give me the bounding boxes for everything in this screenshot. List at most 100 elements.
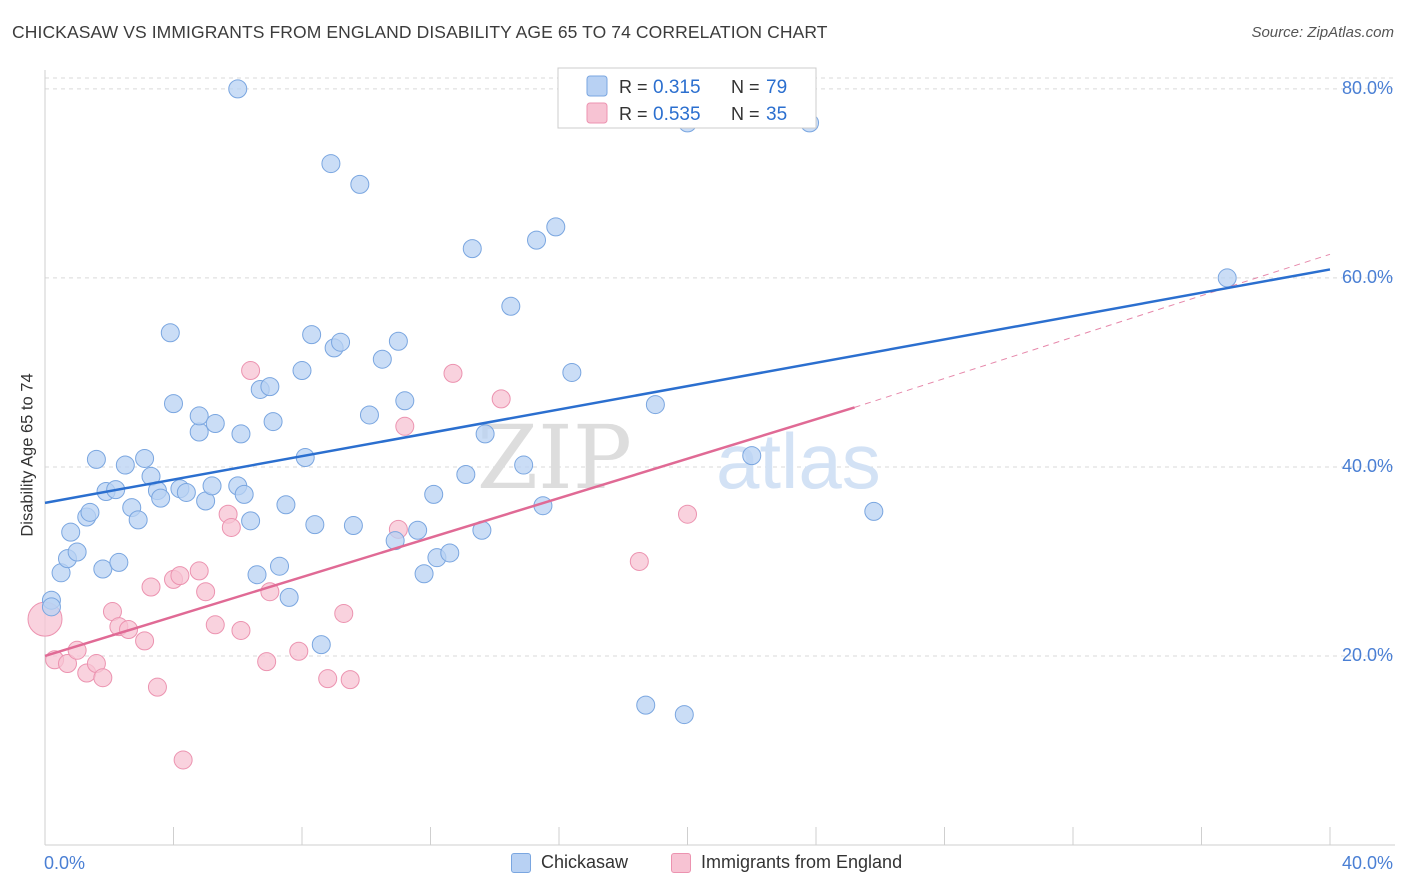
bottom-legend-label-chickasaw: Chickasaw: [541, 852, 629, 872]
data-point-england: [173, 750, 193, 770]
legend-n-value-1: 79: [766, 77, 787, 98]
data-point-chickasaw: [302, 325, 322, 345]
data-point-england: [318, 669, 338, 689]
bottom-legend-swatch-england: [671, 852, 691, 873]
bottom-legend: Chickasaw Immigrants from England: [0, 852, 1406, 878]
data-point-chickasaw: [67, 542, 87, 562]
data-point-england: [189, 561, 209, 581]
y-tick-label: 40.0%: [1342, 456, 1393, 476]
data-point-chickasaw: [514, 455, 534, 475]
data-point-england: [491, 389, 511, 409]
axes: [44, 70, 1395, 846]
legend-r-value-2: 0.535: [653, 104, 701, 125]
data-point-chickasaw: [93, 559, 113, 579]
data-point-chickasaw: [151, 488, 171, 508]
data-point-chickasaw: [456, 465, 476, 485]
data-point-chickasaw: [305, 515, 325, 535]
data-point-chickasaw: [350, 174, 370, 194]
data-point-chickasaw: [86, 449, 106, 469]
chart-title: CHICKASAW VS IMMIGRANTS FROM ENGLAND DIS…: [12, 22, 828, 42]
data-point-chickasaw: [276, 495, 296, 515]
data-point-chickasaw: [115, 455, 135, 475]
data-point-chickasaw: [160, 323, 180, 343]
data-point-chickasaw: [321, 154, 341, 174]
points-chickasaw: [41, 79, 1237, 725]
data-point-chickasaw: [247, 565, 267, 585]
trend-line-chickasaw: [44, 268, 1331, 505]
data-point-chickasaw: [292, 361, 312, 381]
data-point-chickasaw: [231, 424, 251, 444]
x-tick-label: 0.0%: [44, 853, 85, 873]
data-point-chickasaw: [176, 482, 196, 502]
trend-lines: [44, 253, 1331, 658]
legend-swatch-chickasaw: [586, 75, 608, 97]
x-tick-label: 40.0%: [1342, 853, 1393, 873]
data-point-chickasaw: [546, 217, 566, 237]
data-point-chickasaw: [527, 230, 547, 250]
legend-swatch-england: [586, 102, 608, 124]
watermark: ZIP atlas: [477, 406, 881, 509]
data-point-england: [241, 361, 261, 381]
data-point-chickasaw: [408, 520, 428, 540]
data-point-chickasaw: [128, 510, 148, 530]
bottom-legend-chickasaw: Chickasaw: [511, 852, 628, 873]
data-point-england: [334, 603, 354, 623]
data-point-chickasaw: [395, 391, 415, 411]
data-point-chickasaw: [864, 501, 884, 521]
data-point-chickasaw: [311, 635, 331, 655]
data-point-chickasaw: [742, 446, 762, 466]
tick-labels: 20.0% 40.0% 60.0% 80.0% 0.0% 40.0%: [44, 78, 1393, 873]
data-point-chickasaw: [135, 448, 155, 468]
y-tick-label: 80.0%: [1342, 78, 1393, 98]
y-tick-label: 20.0%: [1342, 645, 1393, 665]
data-point-chickasaw: [263, 412, 283, 432]
data-point-chickasaw: [414, 564, 434, 584]
data-point-chickasaw: [279, 587, 299, 607]
data-point-chickasaw: [1217, 268, 1237, 288]
data-point-england: [170, 566, 190, 586]
data-point-england: [231, 620, 251, 640]
legend-n-label-2: N =: [731, 104, 760, 124]
bottom-legend-label-england: Immigrants from England: [701, 852, 903, 872]
data-point-england: [205, 615, 225, 635]
data-point-england: [289, 641, 309, 661]
watermark-atlas: atlas: [716, 417, 881, 505]
points-immigrants-from-england: [27, 361, 697, 770]
data-point-chickasaw: [359, 405, 379, 425]
data-point-chickasaw: [645, 395, 665, 415]
data-point-chickasaw: [109, 552, 129, 572]
bottom-legend-england: Immigrants from England: [671, 852, 902, 873]
data-point-england: [135, 631, 155, 651]
data-point-chickasaw: [440, 543, 460, 563]
data-point-chickasaw: [388, 331, 408, 351]
trend-line-england: [44, 406, 855, 658]
data-point-chickasaw: [636, 695, 656, 715]
data-point-chickasaw: [260, 377, 280, 397]
data-point-england: [629, 551, 649, 571]
data-point-chickasaw: [80, 502, 100, 522]
data-point-chickasaw: [462, 239, 482, 259]
legend-r-value-1: 0.315: [653, 77, 701, 98]
y-tick-label: 60.0%: [1342, 267, 1393, 287]
legend-r-label-2: R =: [619, 104, 648, 124]
data-point-chickasaw: [475, 424, 495, 444]
data-point-england: [395, 416, 415, 436]
data-point-chickasaw: [241, 511, 261, 531]
data-point-england: [340, 670, 360, 690]
legend-n-label-1: N =: [731, 77, 760, 97]
data-point-england: [57, 654, 77, 674]
data-point-chickasaw: [343, 516, 363, 536]
data-point-england: [678, 504, 697, 524]
data-point-chickasaw: [562, 362, 582, 382]
legend-r-label-1: R =: [619, 77, 648, 97]
data-point-chickasaw: [228, 79, 248, 99]
data-point-chickasaw: [189, 422, 209, 442]
data-point-chickasaw: [205, 413, 225, 433]
data-point-england: [147, 677, 167, 697]
watermark-zip: ZIP: [477, 406, 632, 509]
legend-n-value-2: 35: [766, 104, 787, 125]
data-point-chickasaw: [674, 705, 694, 725]
data-point-england: [93, 668, 113, 688]
data-point-chickasaw: [234, 484, 254, 504]
data-point-chickasaw: [270, 556, 290, 576]
